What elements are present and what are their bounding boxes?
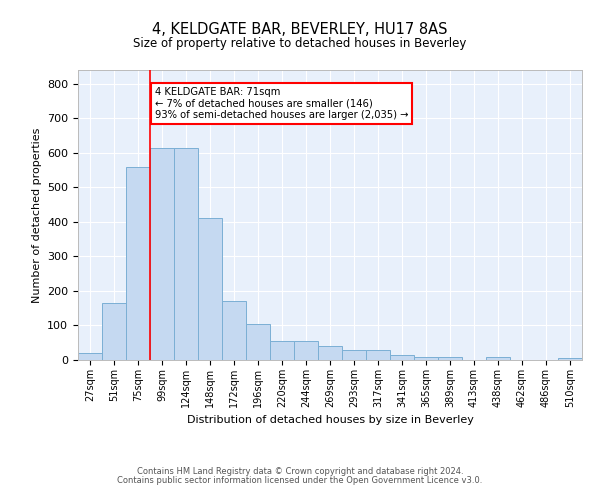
Bar xyxy=(486,357,510,360)
Bar xyxy=(366,350,390,360)
Text: Contains public sector information licensed under the Open Government Licence v3: Contains public sector information licen… xyxy=(118,476,482,485)
Text: Size of property relative to detached houses in Beverley: Size of property relative to detached ho… xyxy=(133,38,467,51)
Text: 4 KELDGATE BAR: 71sqm
← 7% of detached houses are smaller (146)
93% of semi-deta: 4 KELDGATE BAR: 71sqm ← 7% of detached h… xyxy=(155,88,409,120)
X-axis label: Distribution of detached houses by size in Beverley: Distribution of detached houses by size … xyxy=(187,416,473,426)
Bar xyxy=(270,341,294,360)
Bar xyxy=(318,346,342,360)
Bar xyxy=(102,303,126,360)
Bar xyxy=(438,356,462,360)
Bar xyxy=(558,358,582,360)
Text: 4, KELDGATE BAR, BEVERLEY, HU17 8AS: 4, KELDGATE BAR, BEVERLEY, HU17 8AS xyxy=(152,22,448,38)
Bar xyxy=(390,355,414,360)
Bar xyxy=(150,148,174,360)
Bar xyxy=(342,350,366,360)
Text: Contains HM Land Registry data © Crown copyright and database right 2024.: Contains HM Land Registry data © Crown c… xyxy=(137,467,463,476)
Bar xyxy=(198,218,222,360)
Bar xyxy=(222,302,246,360)
Y-axis label: Number of detached properties: Number of detached properties xyxy=(32,128,41,302)
Bar xyxy=(414,356,438,360)
Bar xyxy=(246,324,270,360)
Bar xyxy=(126,166,150,360)
Bar xyxy=(174,148,198,360)
Bar xyxy=(294,341,318,360)
Bar xyxy=(78,353,102,360)
